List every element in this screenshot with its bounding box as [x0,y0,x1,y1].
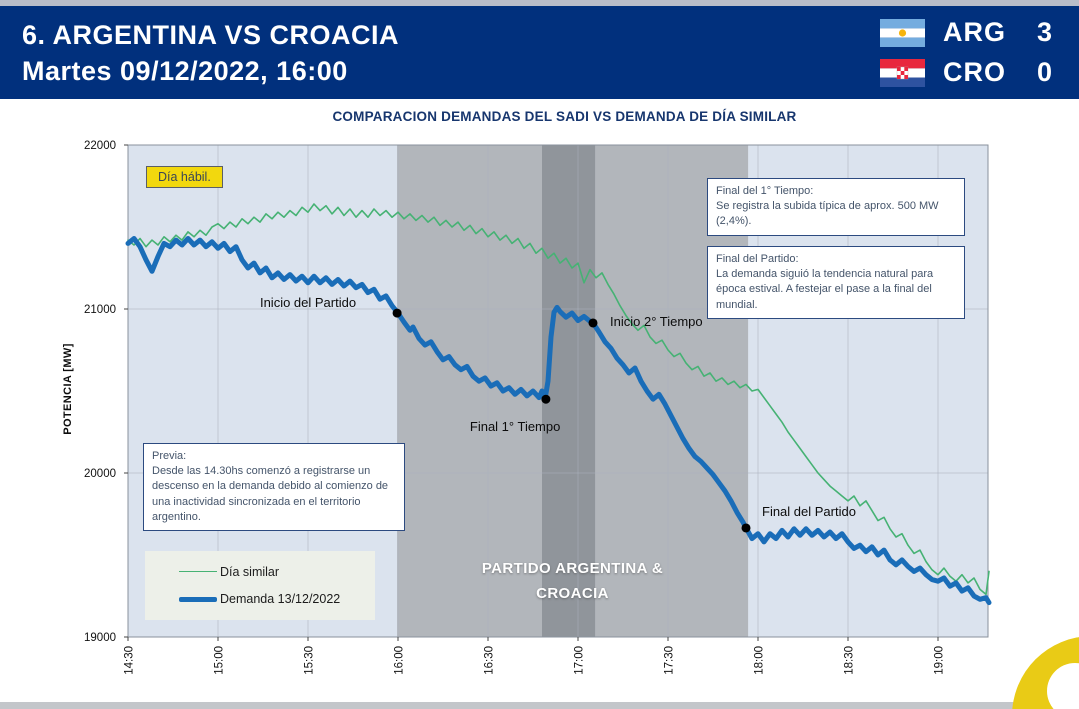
legend-item-dia-similar: Día similar [179,565,375,579]
svg-text:18:30: 18:30 [844,646,856,675]
chart-legend: Día similar Demanda 13/12/2022 [145,551,375,620]
legend-label: Día similar [220,564,280,579]
legend-label: Demanda 13/12/2022 [220,592,341,607]
chart-title: COMPARACION DEMANDAS DEL SADI VS DEMANDA… [332,109,797,124]
bottom-edge-strip [0,702,1079,709]
score-text-croatia: CRO 0 [943,57,1053,88]
svg-text:20000: 20000 [84,468,116,480]
score-row-argentina: ARG 3 [880,17,1053,48]
argentina-flag-icon [880,18,925,47]
svg-text:17:00: 17:00 [574,646,586,675]
svg-text:15:30: 15:30 [304,646,316,675]
croatia-crest [896,66,909,79]
svg-text:22000: 22000 [84,140,116,152]
note-title: Previa: [152,450,187,462]
marker-label-final-1-tiempo: Final 1° Tiempo [469,419,561,435]
svg-text:16:00: 16:00 [394,646,406,675]
note-body: La demanda siguió la tendencia natural p… [716,268,934,311]
note-title: Final del 1° Tiempo: [716,185,814,197]
team-score: 0 [1036,57,1053,87]
team-code: ARG [943,17,1006,47]
top-edge-strip [0,0,1079,6]
svg-text:14:30: 14:30 [124,646,136,675]
band-caption-line2: CROACIA [536,585,609,602]
legend-item-demanda: Demanda 13/12/2022 [179,592,375,606]
team-code: CRO [943,57,1006,87]
match-header: 6. ARGENTINA VS CROACIA Martes 09/12/202… [0,6,1079,99]
header-titles: 6. ARGENTINA VS CROACIA Martes 09/12/202… [0,17,399,89]
marker-label-inicio-2-tiempo: Inicio 2° Tiempo [610,313,703,329]
match-title: 6. ARGENTINA VS CROACIA [22,19,400,50]
svg-text:16:30: 16:30 [484,646,496,675]
y-axis-label: POTENCIA [MW] [62,343,74,435]
svg-text:18:00: 18:00 [754,646,766,675]
note-previa: Previa: Desde las 14.30hs comenzó a regi… [143,443,405,531]
note-body: Desde las 14.30hs comenzó a registrarse … [152,465,389,523]
svg-text:19:00: 19:00 [934,646,946,675]
green-line-sample-icon [179,571,217,573]
marker-label-inicio-partido: Inicio del Partido [259,295,357,311]
marker-label-final-partido: Final del Partido [762,503,856,519]
scoreboard: ARG 3 [880,17,1053,88]
band-caption-line1: PARTIDO ARGENTINA & [481,560,664,577]
match-datetime: Martes 09/12/2022, 16:00 [22,55,348,86]
note-final-partido: Final del Partido: La demanda siguió la … [707,246,965,319]
note-final-primer-tiempo: Final del 1° Tiempo: Se registra la subi… [707,178,965,236]
croatia-flag-icon [880,58,925,87]
svg-text:15:00: 15:00 [214,646,226,675]
match-band-caption: PARTIDO ARGENTINA & CROACIA [460,556,685,606]
score-text-argentina: ARG 3 [943,17,1053,48]
note-title: Final del Partido: [716,253,799,265]
blue-line-sample-icon [179,596,217,602]
team-score: 3 [1036,17,1053,47]
weekday-badge: Día hábil. [146,166,223,188]
svg-text:21000: 21000 [84,304,116,316]
score-row-croatia: CRO 0 [880,57,1053,88]
note-body: Se registra la subida típica de aprox. 5… [716,200,939,228]
svg-text:19000: 19000 [84,632,116,644]
svg-text:17:30: 17:30 [664,646,676,675]
